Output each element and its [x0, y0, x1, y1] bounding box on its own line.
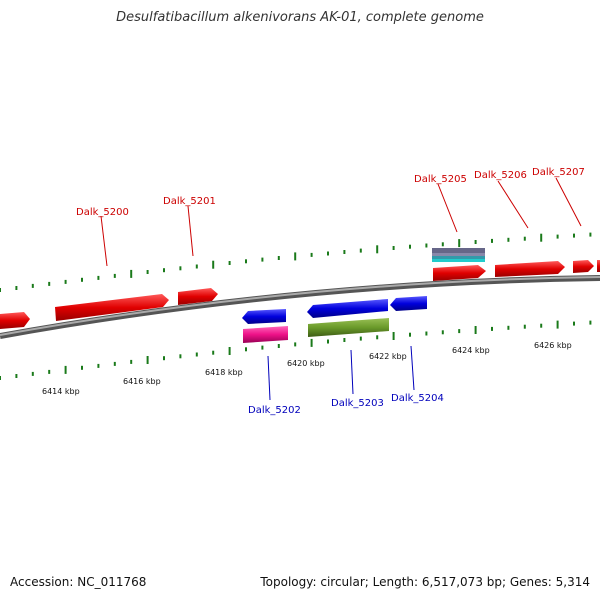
- label-dalk-5200[interactable]: Dalk_5200: [76, 207, 129, 218]
- gene-dalk-5203[interactable]: [307, 299, 388, 318]
- leader-lines: [100, 177, 582, 401]
- label-dalk-5207[interactable]: Dalk_5207: [532, 167, 585, 178]
- tick-label-6416: 6416 kbp: [123, 377, 161, 386]
- gene-dalk-5202[interactable]: [242, 309, 286, 324]
- gene-dalk-5207[interactable]: [573, 260, 594, 273]
- tick-label-6418: 6418 kbp: [205, 368, 243, 377]
- leader-dalk-5206: [497, 180, 529, 229]
- feature-bar-slate-2[interactable]: [432, 253, 485, 256]
- label-dalk-5202[interactable]: Dalk_5202: [248, 405, 301, 416]
- upper-tick-track: [0, 232, 592, 292]
- feature-bar-slate[interactable]: [432, 248, 485, 253]
- genome-summary-text: Topology: circular; Length: 6,517,073 bp…: [260, 575, 590, 589]
- label-dalk-5201[interactable]: Dalk_5201: [163, 196, 216, 207]
- label-dalk-5203[interactable]: Dalk_5203: [331, 398, 384, 409]
- tick-label-6414: 6414 kbp: [42, 387, 80, 396]
- tick-label-6420: 6420 kbp: [287, 359, 325, 368]
- tick-label-6422: 6422 kbp: [369, 352, 407, 361]
- label-dalk-5206[interactable]: Dalk_5206: [474, 170, 527, 181]
- leader-dalk-5202: [267, 355, 271, 401]
- label-dalk-5205[interactable]: Dalk_5205: [414, 174, 467, 185]
- gene-forward-left-edge[interactable]: [0, 312, 30, 329]
- label-dalk-5204[interactable]: Dalk_5204: [391, 393, 444, 404]
- leader-dalk-5203: [350, 349, 354, 395]
- genome-backbone: [0, 275, 600, 339]
- accession-text: Accession: NC_011768: [10, 575, 147, 589]
- genome-backbone-highlight: [0, 276, 600, 336]
- feature-bar-cyan[interactable]: [432, 259, 485, 262]
- gene-dalk-5200[interactable]: [55, 294, 169, 321]
- leader-dalk-5204: [410, 345, 415, 391]
- gene-dalk-5203-feature[interactable]: [308, 318, 389, 337]
- gene-dalk-5201[interactable]: [178, 288, 218, 305]
- leader-dalk-5200: [100, 215, 108, 267]
- gene-dalk-5206[interactable]: [495, 261, 565, 277]
- tick-label-6426: 6426 kbp: [534, 341, 572, 350]
- map-title: Desulfatibacillum alkenivorans AK-01, co…: [116, 10, 484, 25]
- tick-label-6424: 6424 kbp: [452, 346, 490, 355]
- gene-dalk-5204[interactable]: [390, 296, 427, 311]
- gene-forward-right-edge[interactable]: [597, 260, 600, 272]
- lower-tick-track: [0, 320, 592, 380]
- gene-dalk-5202-feature[interactable]: [243, 326, 288, 343]
- feature-bar-teal[interactable]: [432, 256, 485, 259]
- gene-dalk-5205[interactable]: [433, 265, 486, 281]
- leader-dalk-5207: [555, 177, 582, 227]
- leader-dalk-5201: [187, 205, 194, 257]
- leader-dalk-5205: [437, 183, 458, 233]
